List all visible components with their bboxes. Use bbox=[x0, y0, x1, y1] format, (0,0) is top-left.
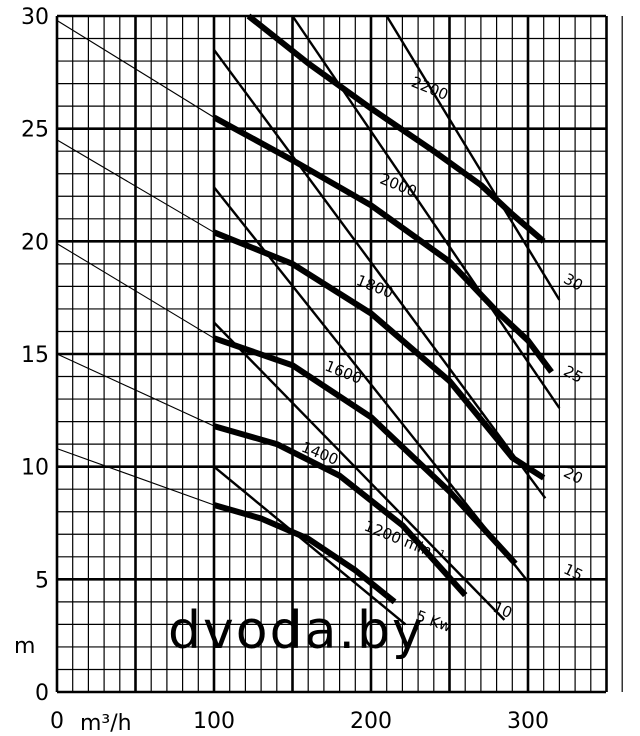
power-label: 30 bbox=[561, 270, 586, 295]
y-tick-label: 10 bbox=[21, 456, 49, 481]
power-label: 25 bbox=[561, 362, 586, 387]
x-tick-label: 0 bbox=[50, 709, 64, 734]
speed-curve bbox=[212, 229, 546, 481]
x-axis-label: m³/h bbox=[80, 711, 132, 736]
watermark: dvoda.by bbox=[168, 601, 425, 661]
power-line bbox=[213, 465, 407, 626]
power-line bbox=[213, 321, 506, 621]
x-tick-label: 300 bbox=[507, 709, 549, 734]
speed-curve bbox=[213, 502, 397, 605]
power-label: 10 bbox=[490, 598, 515, 622]
system-line bbox=[56, 448, 215, 506]
system-line bbox=[56, 20, 215, 118]
speed-curve bbox=[213, 423, 468, 598]
speed-label: 1800 bbox=[354, 271, 396, 302]
speed-curve bbox=[213, 335, 518, 566]
system-line bbox=[56, 243, 215, 339]
power-line bbox=[213, 49, 547, 499]
speed-label: 2200 bbox=[409, 73, 451, 104]
y-tick-label: 5 bbox=[35, 568, 49, 593]
y-tick-label: 30 bbox=[21, 5, 49, 30]
speed-curve bbox=[246, 13, 546, 244]
y-tick-label: 0 bbox=[35, 681, 49, 706]
speed-label: 1600 bbox=[322, 357, 364, 388]
x-tick-label: 200 bbox=[350, 709, 392, 734]
system-line bbox=[56, 353, 215, 427]
x-tick-label: 100 bbox=[193, 709, 235, 734]
y-axis-label: m bbox=[14, 634, 35, 659]
y-tick-label: 15 bbox=[21, 343, 49, 368]
speed-curve bbox=[212, 114, 554, 374]
power-label: 15 bbox=[561, 560, 586, 584]
system-lines bbox=[56, 20, 215, 506]
power-line bbox=[385, 15, 561, 301]
y-tick-label: 20 bbox=[21, 230, 49, 255]
y-tick-label: 25 bbox=[21, 118, 49, 143]
system-line bbox=[56, 139, 215, 233]
